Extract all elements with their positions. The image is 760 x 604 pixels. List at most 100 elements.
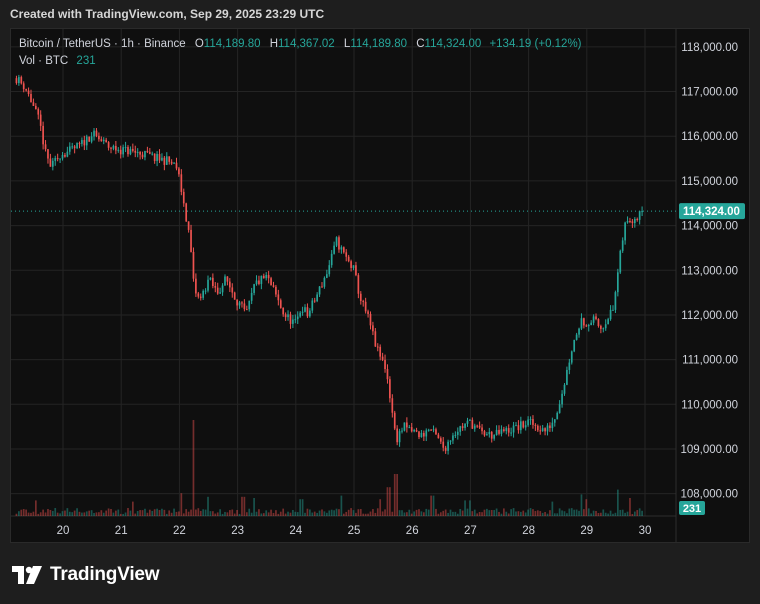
volume-bar xyxy=(265,510,268,516)
volume-bar xyxy=(25,509,27,516)
volume-bar xyxy=(323,511,326,516)
candle-body xyxy=(367,311,369,314)
candle-body xyxy=(580,318,583,329)
candle-body xyxy=(379,346,382,357)
volume-bar xyxy=(556,513,559,516)
volume-bar xyxy=(340,495,343,516)
candle-body xyxy=(124,147,127,149)
volume-bar xyxy=(359,509,362,516)
candle-body xyxy=(90,136,93,142)
candle-body xyxy=(435,429,437,435)
legend-close-value: 114,324.00 xyxy=(424,38,482,50)
volume-bar xyxy=(212,511,214,516)
legend-ohlc-row: Bitcoin / TetherUS · 1h · Binance O114,1… xyxy=(19,36,582,53)
candle-body xyxy=(136,152,139,154)
candle-body xyxy=(524,425,527,428)
axes[interactable]: 118,000.00 117,000.00 116,000.00 115,000.00… xyxy=(57,42,745,537)
candle-body xyxy=(614,292,617,310)
volume-bar xyxy=(364,513,367,516)
candle-body xyxy=(49,158,52,167)
candle-body xyxy=(294,319,297,321)
volume-bar xyxy=(493,510,496,516)
volume-bar xyxy=(44,512,47,516)
candle-body xyxy=(466,420,469,424)
volume-bar xyxy=(389,487,391,516)
tradingview-logo-text: TradingView xyxy=(50,564,160,585)
volume-bar xyxy=(403,512,406,516)
volume-bar xyxy=(546,513,549,516)
candle-body xyxy=(512,425,515,433)
volume-bar xyxy=(110,508,112,516)
volume-bar xyxy=(78,511,81,516)
volume-bar xyxy=(219,509,221,516)
volume-bar xyxy=(396,474,399,516)
tradingview-logo[interactable]: TradingView xyxy=(12,563,160,587)
candle-body xyxy=(471,419,474,429)
candle-body xyxy=(112,145,115,149)
y-tick-label: 108,000.00 xyxy=(680,489,738,501)
candle-body xyxy=(583,318,585,326)
candle-body xyxy=(592,316,595,323)
candle-body xyxy=(425,430,428,437)
candle-body xyxy=(204,290,207,292)
candle-body xyxy=(456,431,459,435)
candle-body xyxy=(284,314,287,318)
volume-bar xyxy=(372,509,374,516)
candle-body xyxy=(59,158,61,160)
volume-bar xyxy=(119,513,122,516)
volume-bar xyxy=(131,501,134,516)
candle-body xyxy=(192,251,195,279)
candle-body xyxy=(621,240,624,251)
candle-body xyxy=(590,322,593,325)
legend-symbol[interactable]: Bitcoin / TetherUS · 1h · Binance xyxy=(19,38,186,50)
candle-body xyxy=(461,426,464,428)
volume-bar xyxy=(59,513,61,516)
candle-body xyxy=(151,153,154,155)
price-chart[interactable]: 118,000.00 117,000.00 116,000.00 115,000.00… xyxy=(11,29,749,542)
volume-bar xyxy=(102,512,105,516)
candle-body xyxy=(287,314,289,318)
x-tick-label: 20 xyxy=(57,525,70,537)
candle-body xyxy=(633,219,636,224)
volume-bar xyxy=(449,509,452,516)
candle-body xyxy=(420,432,423,438)
volume-bar xyxy=(170,512,173,516)
candle-body xyxy=(352,265,355,268)
legend-volume-label[interactable]: Vol · BTC xyxy=(19,55,69,67)
volume-bar xyxy=(90,510,93,516)
volume-bar xyxy=(158,510,161,516)
candle-body xyxy=(476,425,479,427)
volume-bar xyxy=(333,510,335,516)
volume-bar xyxy=(66,508,69,516)
candle-body xyxy=(529,419,532,421)
volume-bar xyxy=(583,509,585,516)
y-tick-label: 115,000.00 xyxy=(681,176,738,188)
volume-bar xyxy=(180,493,183,516)
volume-bar xyxy=(221,513,224,516)
candle-body xyxy=(481,427,483,432)
candle-body xyxy=(609,309,612,320)
chart-panel[interactable]: 118,000.00 117,000.00 116,000.00 115,000.00… xyxy=(10,28,750,543)
candle-body xyxy=(139,152,141,155)
volume-bar xyxy=(519,511,522,516)
chart-caption: Created with TradingView.com, Sep 29, 20… xyxy=(10,7,325,21)
volume-bar xyxy=(153,509,156,516)
volume-bar xyxy=(115,510,117,516)
candle-body xyxy=(282,307,285,315)
volume-bar xyxy=(255,511,258,516)
volume-bar xyxy=(226,512,229,516)
candle-body xyxy=(544,428,546,432)
candle-body xyxy=(277,294,280,301)
volume-bar xyxy=(452,511,454,516)
candle-body xyxy=(381,356,384,360)
candle-body xyxy=(556,412,559,420)
volume-bar xyxy=(566,513,568,516)
candle-body xyxy=(447,441,449,451)
y-tick-label: 111,000.00 xyxy=(682,355,738,367)
candle-body xyxy=(153,153,156,162)
candle-body xyxy=(71,146,74,148)
volume-bar xyxy=(580,494,583,516)
candle-body xyxy=(64,154,66,157)
candle-body xyxy=(357,275,360,294)
candle-body xyxy=(51,160,54,167)
